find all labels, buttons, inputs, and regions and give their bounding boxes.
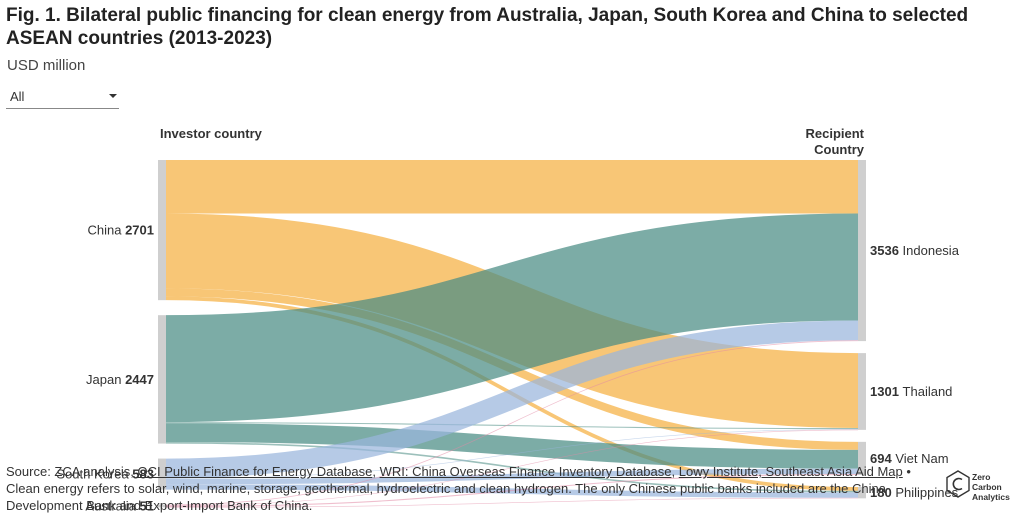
target-value: 180 <box>870 485 895 500</box>
footer-prefix: Source: ZCA analysis, <box>6 464 138 479</box>
node-target-viet-nam <box>858 441 866 476</box>
target-label-indonesia: 3536 Indonesia <box>870 243 960 258</box>
node-source-australia <box>158 504 166 508</box>
link-australia-to-thailand <box>165 429 859 507</box>
footer-link-oci[interactable]: OCI Public Finance for Energy Database <box>137 464 373 479</box>
target-label-philippines: 180 Philippines <box>870 485 959 500</box>
logo-line2: Carbon <box>972 482 1002 492</box>
logo-line1: Zero <box>972 472 991 482</box>
node-target-indonesia <box>858 160 866 342</box>
link-australia-to-viet-nam <box>165 473 859 508</box>
investor-column-header: Investor country <box>160 126 262 141</box>
target-name: Philippines <box>895 485 958 500</box>
target-value: 3536 <box>870 243 903 258</box>
source-label-australia: Australia 51 <box>85 498 154 513</box>
source-value: 583 <box>132 467 154 482</box>
node-source-china <box>158 160 166 301</box>
recipient-header-line2: Country <box>814 142 864 157</box>
zca-logo: Zero Carbon Analytics <box>946 470 1018 510</box>
node-source-south-korea <box>158 458 166 490</box>
target-name: Thailand <box>903 384 953 399</box>
source-name: South Korea <box>56 467 132 482</box>
footer-link-wri[interactable]: WRI: China Overseas Finance Inventory Da… <box>379 464 672 479</box>
recipient-header-line1: Recipient <box>805 126 864 141</box>
footer-sep1: , <box>372 464 380 479</box>
node-target-philippines <box>858 487 866 499</box>
target-name: Viet Nam <box>895 451 948 466</box>
target-label-thailand: 1301 Thailand <box>870 384 952 399</box>
link-south-korea-to-indonesia <box>165 320 859 479</box>
dropdown-selected-value: All <box>10 89 25 104</box>
source-value: 2701 <box>125 223 154 238</box>
link-south-korea-to-viet-nam <box>165 468 859 485</box>
source-label-south-korea: South Korea 583 <box>56 467 154 482</box>
logo-line3: Analytics <box>972 492 1010 502</box>
source-value: 51 <box>140 498 154 513</box>
link-japan-to-viet-nam <box>165 423 859 469</box>
link-south-korea-to-thailand <box>165 429 859 479</box>
source-label-japan: Japan 2447 <box>86 372 154 387</box>
country-filter-dropdown[interactable]: All <box>6 86 119 109</box>
link-australia-to-philippines <box>165 497 859 508</box>
hexagon-logo-icon <box>946 470 970 498</box>
source-name: China <box>88 223 126 238</box>
target-label-viet-nam: 694 Viet Nam <box>870 451 949 466</box>
link-australia-to-indonesia <box>165 340 859 506</box>
link-japan-to-philippines <box>165 441 859 493</box>
target-name: Indonesia <box>903 243 960 258</box>
target-value: 1301 <box>870 384 903 399</box>
link-japan-to-indonesia <box>165 213 859 423</box>
source-label-china: China 2701 <box>88 223 155 238</box>
sankey-nodes: China 2701 Japan 2447 South Korea 583 Austr… <box>56 160 960 513</box>
source-footer: Source: ZCA analysis, OCI Public Finance… <box>6 463 936 514</box>
chevron-down-icon <box>109 94 117 98</box>
chart-subtitle-units: USD million <box>7 57 86 74</box>
link-japan-to-thailand <box>165 422 859 430</box>
sankey-links <box>165 159 859 508</box>
node-source-japan <box>158 315 166 444</box>
recipient-column-header: Recipient Country <box>744 126 864 158</box>
footer-rest: • Clean energy refers to solar, wind, ma… <box>6 464 911 513</box>
source-value: 2447 <box>125 372 154 387</box>
node-target-thailand <box>858 353 866 430</box>
target-value: 694 <box>870 451 895 466</box>
chart-title: Fig. 1. Bilateral public financing for c… <box>6 5 969 49</box>
source-name: Australia <box>85 498 139 513</box>
footer-link-lowy[interactable]: Lowy Institute, Southeast Asia Aid Map <box>678 464 903 479</box>
logo-text: Zero Carbon Analytics <box>972 472 1010 502</box>
source-name: Japan <box>86 372 125 387</box>
footer-sep2: , <box>671 464 679 479</box>
